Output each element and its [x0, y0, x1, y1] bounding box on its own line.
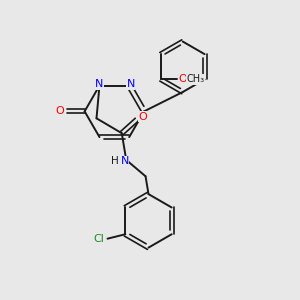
Text: N: N [121, 156, 129, 167]
Text: O: O [56, 106, 64, 116]
Text: H: H [111, 156, 119, 167]
Text: Cl: Cl [93, 234, 104, 244]
Text: CH₃: CH₃ [187, 74, 205, 84]
Text: N: N [95, 79, 104, 89]
Text: O: O [178, 74, 187, 84]
Text: O: O [138, 112, 147, 122]
Text: N: N [127, 79, 135, 89]
